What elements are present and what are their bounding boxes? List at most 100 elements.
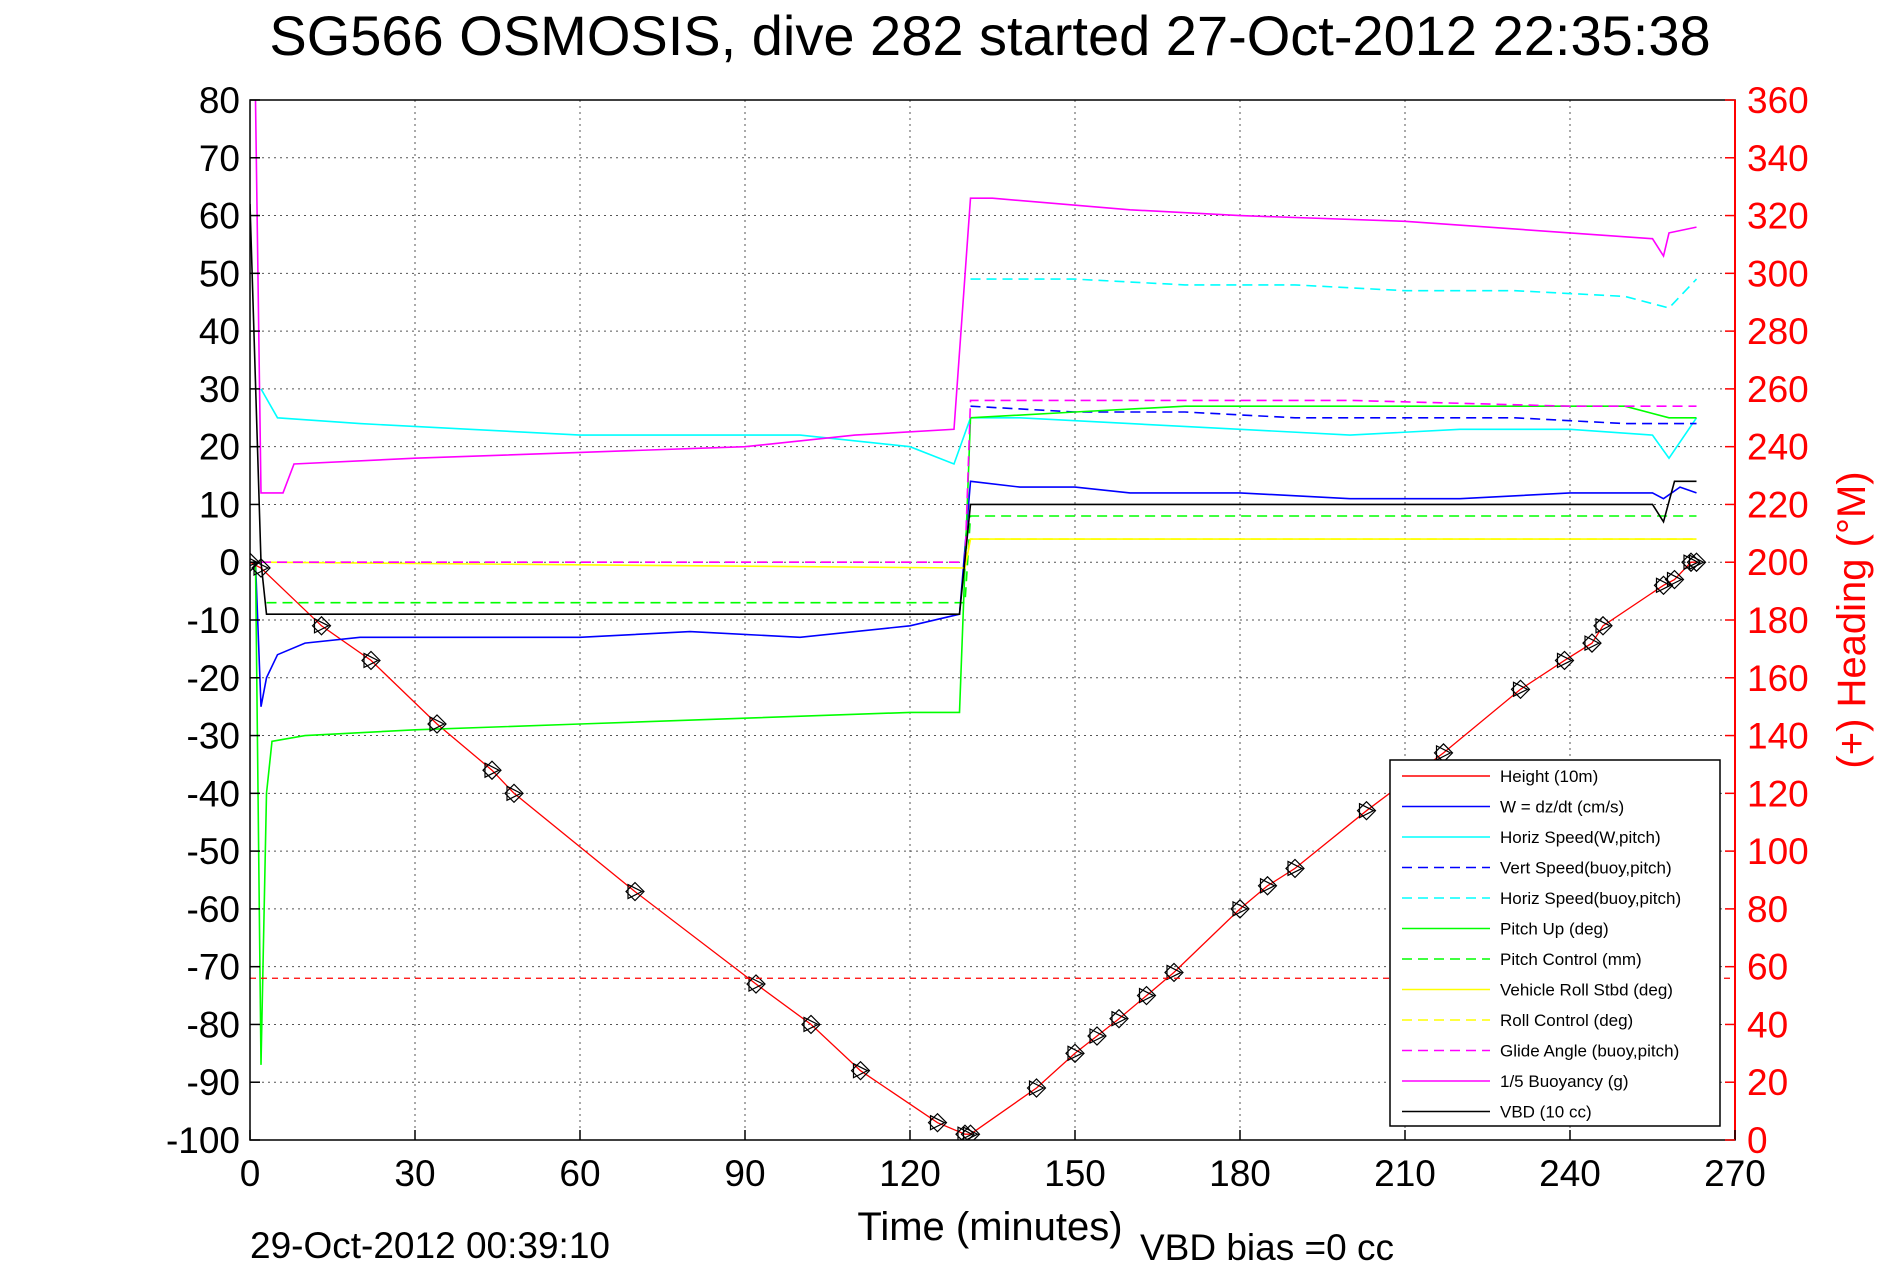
legend-label: VBD (10 cc) xyxy=(1500,1103,1592,1122)
x-tick-label: 30 xyxy=(394,1153,435,1194)
height-marker xyxy=(504,783,524,804)
x-axis-label: Time (minutes) xyxy=(857,1205,1122,1249)
left-tick-label: -90 xyxy=(187,1062,240,1103)
right-tick-label: 160 xyxy=(1747,658,1809,699)
height-marker xyxy=(960,1124,981,1140)
legend-label: 1/5 Buoyancy (g) xyxy=(1500,1072,1629,1091)
x-tick-label: 0 xyxy=(240,1153,261,1194)
height-marker xyxy=(1230,899,1250,919)
legend-label: Pitch Control (mm) xyxy=(1500,950,1642,969)
height-marker xyxy=(1664,569,1685,590)
x-tick-label: 120 xyxy=(879,1153,941,1194)
left-tick-label: 40 xyxy=(199,311,240,352)
height-marker xyxy=(801,1014,821,1035)
right-axis-ticks: 360 340 320 300 280 260 240 220 200 180 160 140 120 1… xyxy=(1725,80,1809,1161)
legend-label: Glide Angle (buoy,pitch) xyxy=(1500,1042,1679,1061)
right-tick-label: 0 xyxy=(1747,1120,1768,1161)
left-tick-label: 70 xyxy=(199,138,240,179)
right-tick-label: 260 xyxy=(1747,369,1809,410)
footer-timestamp: 29-Oct-2012 00:39:10 xyxy=(250,1225,610,1262)
height-marker xyxy=(1554,650,1575,671)
height-marker xyxy=(1510,679,1531,700)
height-marker xyxy=(1285,858,1305,879)
height-marker xyxy=(1109,1008,1129,1029)
height-marker xyxy=(1433,743,1454,763)
x-tick-label: 210 xyxy=(1374,1153,1436,1194)
legend: Height (10m) W = dz/dt (cm/s) Horiz Speed(… xyxy=(1389,759,1721,1127)
left-tick-label: 10 xyxy=(199,484,240,525)
right-tick-label: 240 xyxy=(1747,427,1809,468)
left-tick-label: 50 xyxy=(199,253,240,294)
height-marker xyxy=(850,1060,871,1081)
height-marker xyxy=(1593,615,1613,636)
left-tick-label: -30 xyxy=(187,716,240,757)
x-tick-label: 60 xyxy=(559,1153,600,1194)
chart-title: SG566 OSMOSIS, dive 282 started 27-Oct-2… xyxy=(269,4,1710,67)
right-tick-label: 280 xyxy=(1747,311,1809,352)
legend-label: Roll Control (deg) xyxy=(1500,1011,1633,1030)
left-tick-label: 80 xyxy=(199,80,240,121)
right-tick-label: 100 xyxy=(1747,831,1809,872)
right-tick-label: 220 xyxy=(1747,484,1809,525)
right-tick-label: 180 xyxy=(1747,600,1809,641)
height-marker xyxy=(1356,800,1377,821)
height-marker xyxy=(746,974,766,994)
legend-label: Horiz Speed(buoy,pitch) xyxy=(1500,889,1681,908)
height-marker xyxy=(1653,575,1674,596)
series-line-4 xyxy=(970,278,1698,309)
x-tick-label: 90 xyxy=(724,1153,765,1194)
left-tick-label: -70 xyxy=(187,947,240,988)
footer-vbd-bias: VBD bias =0 cc xyxy=(1140,1227,1394,1262)
legend-label: W = dz/dt (cm/s) xyxy=(1500,798,1624,817)
height-marker xyxy=(427,714,447,734)
x-axis-ticks: 0 30 60 90 120 150 180 210 240 270 xyxy=(240,1130,1766,1194)
series-layer xyxy=(250,100,1735,1140)
right-tick-label: 320 xyxy=(1747,196,1809,237)
right-tick-label: 40 xyxy=(1747,1004,1788,1045)
left-tick-label: -60 xyxy=(187,889,240,930)
legend-label: Vert Speed(buoy,pitch) xyxy=(1500,859,1672,878)
left-tick-label: -100 xyxy=(166,1120,240,1161)
left-tick-label: -50 xyxy=(187,831,240,872)
height-marker xyxy=(1582,633,1602,653)
height-marker xyxy=(1026,1078,1047,1098)
height-marker xyxy=(1087,1026,1107,1046)
right-tick-label: 300 xyxy=(1747,253,1809,294)
left-tick-label: -80 xyxy=(187,1004,240,1045)
left-axis-ticks: 80 70 60 50 40 30 20 10 0 -10 -20 -30 -40 -50 -60 -70 -8… xyxy=(166,80,260,1161)
right-tick-label: 340 xyxy=(1747,138,1809,179)
height-marker xyxy=(1136,985,1157,1006)
left-tick-label: 0 xyxy=(219,542,240,583)
left-tick-label: 60 xyxy=(199,196,240,237)
series-line-5 xyxy=(254,405,1697,1065)
height-marker xyxy=(311,615,332,636)
right-tick-label: 140 xyxy=(1747,716,1809,757)
left-tick-label: 30 xyxy=(199,369,240,410)
legend-box xyxy=(1389,759,1721,1127)
right-tick-label: 360 xyxy=(1747,80,1809,121)
height-marker xyxy=(1164,962,1184,983)
right-axis-label: (+) Heading (°M) xyxy=(1830,471,1874,768)
legend-label: Horiz Speed(W,pitch) xyxy=(1500,828,1661,847)
height-marker xyxy=(625,881,645,902)
left-tick-label: 20 xyxy=(199,427,240,468)
series-line-10 xyxy=(254,100,1697,494)
height-marker xyxy=(482,760,502,781)
legend-label: Vehicle Roll Stbd (deg) xyxy=(1500,981,1673,1000)
height-marker xyxy=(927,1112,948,1133)
series-line-1 xyxy=(254,480,1697,707)
height-marker xyxy=(1257,875,1278,896)
series-line-0 xyxy=(250,561,1697,1135)
series-line-6 xyxy=(266,515,1697,604)
x-tick-label: 150 xyxy=(1044,1153,1106,1194)
height-marker xyxy=(1065,1043,1085,1064)
right-tick-label: 200 xyxy=(1747,542,1809,583)
right-tick-label: 120 xyxy=(1747,773,1809,814)
left-tick-label: -10 xyxy=(187,600,240,641)
legend-label: Height (10m) xyxy=(1500,767,1598,786)
left-tick-label: -20 xyxy=(187,658,240,699)
right-tick-label: 60 xyxy=(1747,947,1788,988)
height-marker xyxy=(1686,552,1707,573)
right-tick-label: 80 xyxy=(1747,889,1788,930)
left-tick-label: -40 xyxy=(187,773,240,814)
